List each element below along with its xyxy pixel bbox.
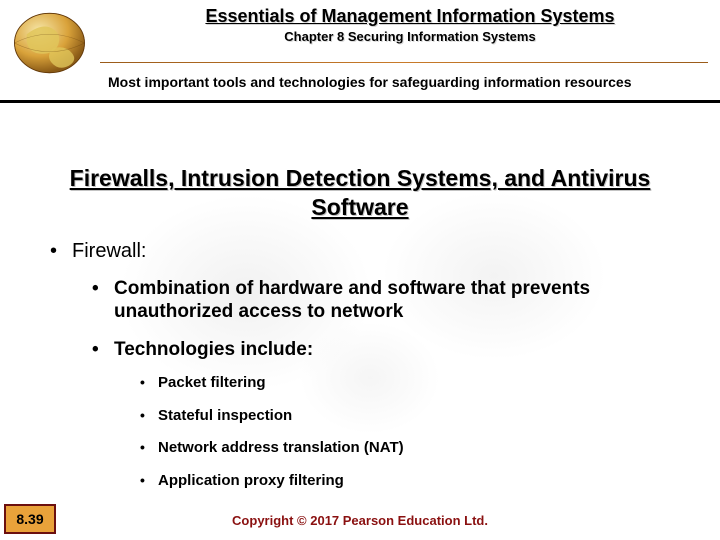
bullet-lvl3: Network address translation (NAT) bbox=[138, 439, 680, 458]
bullet-lvl1: Firewall: Combination of hardware and so… bbox=[46, 240, 680, 491]
book-title: Essentials of Management Information Sys… bbox=[110, 6, 710, 27]
bullet-lvl3: Packet filtering bbox=[138, 374, 680, 393]
bullet-lvl3-label: Application proxy filtering bbox=[158, 472, 344, 489]
slide-header: Essentials of Management Information Sys… bbox=[0, 0, 720, 44]
copyright-text: Copyright © 2017 Pearson Education Ltd. bbox=[0, 513, 720, 528]
slide-title: Firewalls, Intrusion Detection Systems, … bbox=[40, 164, 680, 222]
bullet-lvl2: Combination of hardware and software tha… bbox=[90, 277, 680, 325]
slide-body: Firewall: Combination of hardware and so… bbox=[46, 240, 680, 491]
divider-brown bbox=[100, 62, 708, 63]
bullet-lvl3-label: Packet filtering bbox=[158, 374, 266, 391]
section-subhead: Most important tools and technologies fo… bbox=[108, 74, 708, 90]
bullet-lvl3-label: Network address translation (NAT) bbox=[158, 439, 404, 456]
bullet-lvl1-label: Firewall: bbox=[72, 240, 146, 262]
bullet-lvl2-label: Technologies include: bbox=[114, 339, 313, 360]
bullet-lvl3: Application proxy filtering bbox=[138, 472, 680, 491]
slide-footer: 8.39 Copyright © 2017 Pearson Education … bbox=[0, 504, 720, 534]
bullet-lvl3: Stateful inspection bbox=[138, 407, 680, 426]
chapter-title: Chapter 8 Securing Information Systems bbox=[110, 29, 710, 44]
bullet-lvl2-label: Combination of hardware and software tha… bbox=[114, 278, 590, 323]
bullet-lvl3-label: Stateful inspection bbox=[158, 407, 292, 424]
bullet-lvl2: Technologies include: Packet filtering S… bbox=[90, 338, 680, 491]
divider-black bbox=[0, 100, 720, 103]
